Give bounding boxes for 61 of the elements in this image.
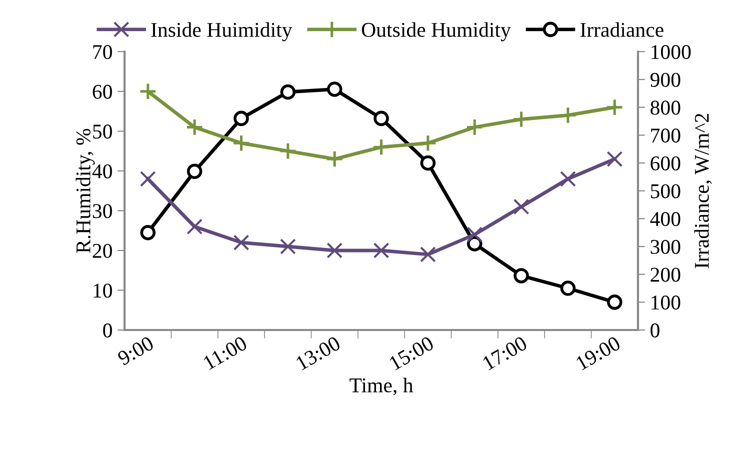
x-tick-label: 13:00 <box>295 336 342 370</box>
point <box>373 242 390 258</box>
point <box>280 238 296 254</box>
y2-tick-label: 0 <box>650 323 660 338</box>
x-axis-title: Time, h <box>350 378 414 396</box>
y-tick-label: 70 <box>93 45 112 60</box>
point <box>512 110 530 128</box>
y2-tick-label: 600 <box>650 156 680 170</box>
point <box>466 226 483 243</box>
y2-tick-label: 800 <box>650 100 680 115</box>
point <box>420 246 436 262</box>
x-tick-label: 11:00 <box>202 336 248 370</box>
point <box>186 164 202 179</box>
y-tick-label: 20 <box>92 244 112 258</box>
point <box>139 82 157 100</box>
point <box>326 242 343 258</box>
point <box>514 268 529 284</box>
y2-axis-title: Irradiance, W/m^2 <box>694 114 712 268</box>
point <box>186 118 204 136</box>
point <box>419 134 437 152</box>
point <box>606 98 624 116</box>
point <box>326 82 342 97</box>
y2-tick-label: 700 <box>651 128 680 143</box>
y-tick-label: 0 <box>103 323 112 338</box>
y-tick-label: 10 <box>94 284 112 298</box>
y2-tick-label: 300 <box>650 240 680 254</box>
point <box>606 151 623 167</box>
y2-tick-label: 100 <box>652 296 680 310</box>
x-tick-label: 15:00 <box>388 336 435 370</box>
x-tick-label: 19:00 <box>575 336 622 370</box>
y2-tick-label: 500 <box>650 184 680 198</box>
y-tick-label: 30 <box>92 204 112 218</box>
point <box>232 134 250 152</box>
point <box>560 280 576 296</box>
point <box>607 294 622 310</box>
legend-label: Irradiance <box>580 22 664 37</box>
y2-tick-label: 200 <box>650 268 680 282</box>
point <box>233 234 250 251</box>
y2-tick-label: 1000 <box>652 45 691 60</box>
point <box>186 218 203 235</box>
x-tick-label: 9:00 <box>116 336 155 366</box>
y2-tick-label: 900 <box>650 72 680 87</box>
point <box>279 142 297 160</box>
point <box>466 118 484 136</box>
point <box>372 138 390 156</box>
point <box>140 170 156 187</box>
legend-label: Outside Humidity <box>362 22 511 42</box>
point <box>420 155 436 171</box>
point <box>374 110 389 126</box>
y-tick-label: 60 <box>92 84 112 99</box>
x-tick-label: 17:00 <box>482 336 528 370</box>
point <box>326 150 344 168</box>
y2-tick-label: 400 <box>650 212 680 226</box>
point <box>280 84 296 100</box>
point <box>513 198 530 215</box>
y-tick-label: 50 <box>93 124 112 139</box>
point <box>234 110 249 126</box>
point <box>560 170 576 187</box>
legend-label: Inside Huimidity <box>151 22 292 42</box>
point <box>559 106 577 124</box>
point <box>140 224 156 240</box>
